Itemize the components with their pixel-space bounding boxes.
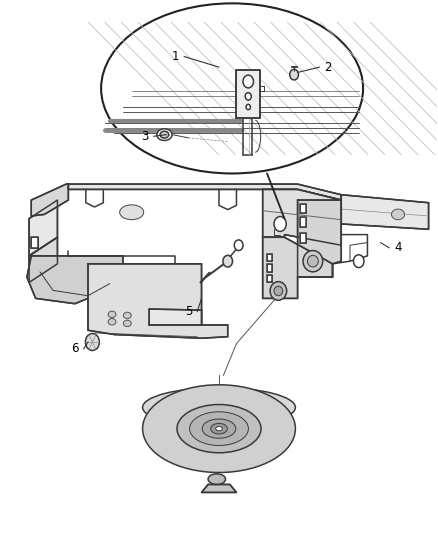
Ellipse shape bbox=[270, 281, 287, 300]
Ellipse shape bbox=[108, 311, 116, 318]
Ellipse shape bbox=[274, 286, 283, 296]
Circle shape bbox=[243, 75, 254, 88]
Polygon shape bbox=[88, 264, 228, 338]
Ellipse shape bbox=[307, 255, 318, 267]
Polygon shape bbox=[297, 200, 341, 277]
Text: 4: 4 bbox=[394, 241, 402, 254]
Ellipse shape bbox=[202, 419, 236, 438]
Polygon shape bbox=[68, 184, 341, 200]
Circle shape bbox=[85, 334, 99, 351]
Polygon shape bbox=[341, 195, 428, 229]
Ellipse shape bbox=[143, 387, 295, 427]
Circle shape bbox=[223, 255, 233, 267]
Polygon shape bbox=[263, 237, 332, 298]
Polygon shape bbox=[149, 309, 201, 325]
Ellipse shape bbox=[108, 319, 116, 325]
Text: 3: 3 bbox=[141, 130, 148, 143]
Polygon shape bbox=[29, 200, 57, 256]
Text: 5: 5 bbox=[185, 305, 192, 318]
Polygon shape bbox=[31, 184, 68, 216]
Ellipse shape bbox=[177, 405, 261, 453]
Circle shape bbox=[353, 255, 364, 268]
Polygon shape bbox=[267, 264, 272, 272]
Circle shape bbox=[274, 216, 286, 231]
Polygon shape bbox=[267, 254, 272, 261]
Ellipse shape bbox=[143, 385, 295, 472]
Polygon shape bbox=[27, 256, 123, 304]
Ellipse shape bbox=[124, 312, 131, 319]
Text: 2: 2 bbox=[325, 61, 332, 74]
Ellipse shape bbox=[211, 423, 227, 434]
Polygon shape bbox=[300, 233, 306, 243]
Ellipse shape bbox=[120, 205, 144, 220]
Ellipse shape bbox=[208, 474, 226, 484]
Polygon shape bbox=[29, 237, 57, 282]
Circle shape bbox=[234, 240, 243, 251]
Ellipse shape bbox=[124, 320, 131, 327]
Polygon shape bbox=[300, 204, 306, 213]
Polygon shape bbox=[237, 70, 261, 118]
Ellipse shape bbox=[160, 131, 169, 138]
Ellipse shape bbox=[190, 412, 248, 446]
Ellipse shape bbox=[303, 251, 323, 272]
Ellipse shape bbox=[392, 209, 405, 220]
Ellipse shape bbox=[216, 426, 222, 431]
Polygon shape bbox=[300, 217, 306, 227]
Ellipse shape bbox=[101, 3, 363, 173]
Polygon shape bbox=[267, 275, 272, 282]
Polygon shape bbox=[201, 484, 237, 492]
Polygon shape bbox=[31, 237, 38, 248]
Text: 6: 6 bbox=[71, 342, 79, 356]
Circle shape bbox=[246, 104, 251, 110]
Circle shape bbox=[290, 69, 298, 80]
Polygon shape bbox=[263, 189, 341, 245]
Text: 1: 1 bbox=[172, 50, 179, 63]
Circle shape bbox=[245, 93, 251, 100]
Ellipse shape bbox=[157, 129, 172, 141]
